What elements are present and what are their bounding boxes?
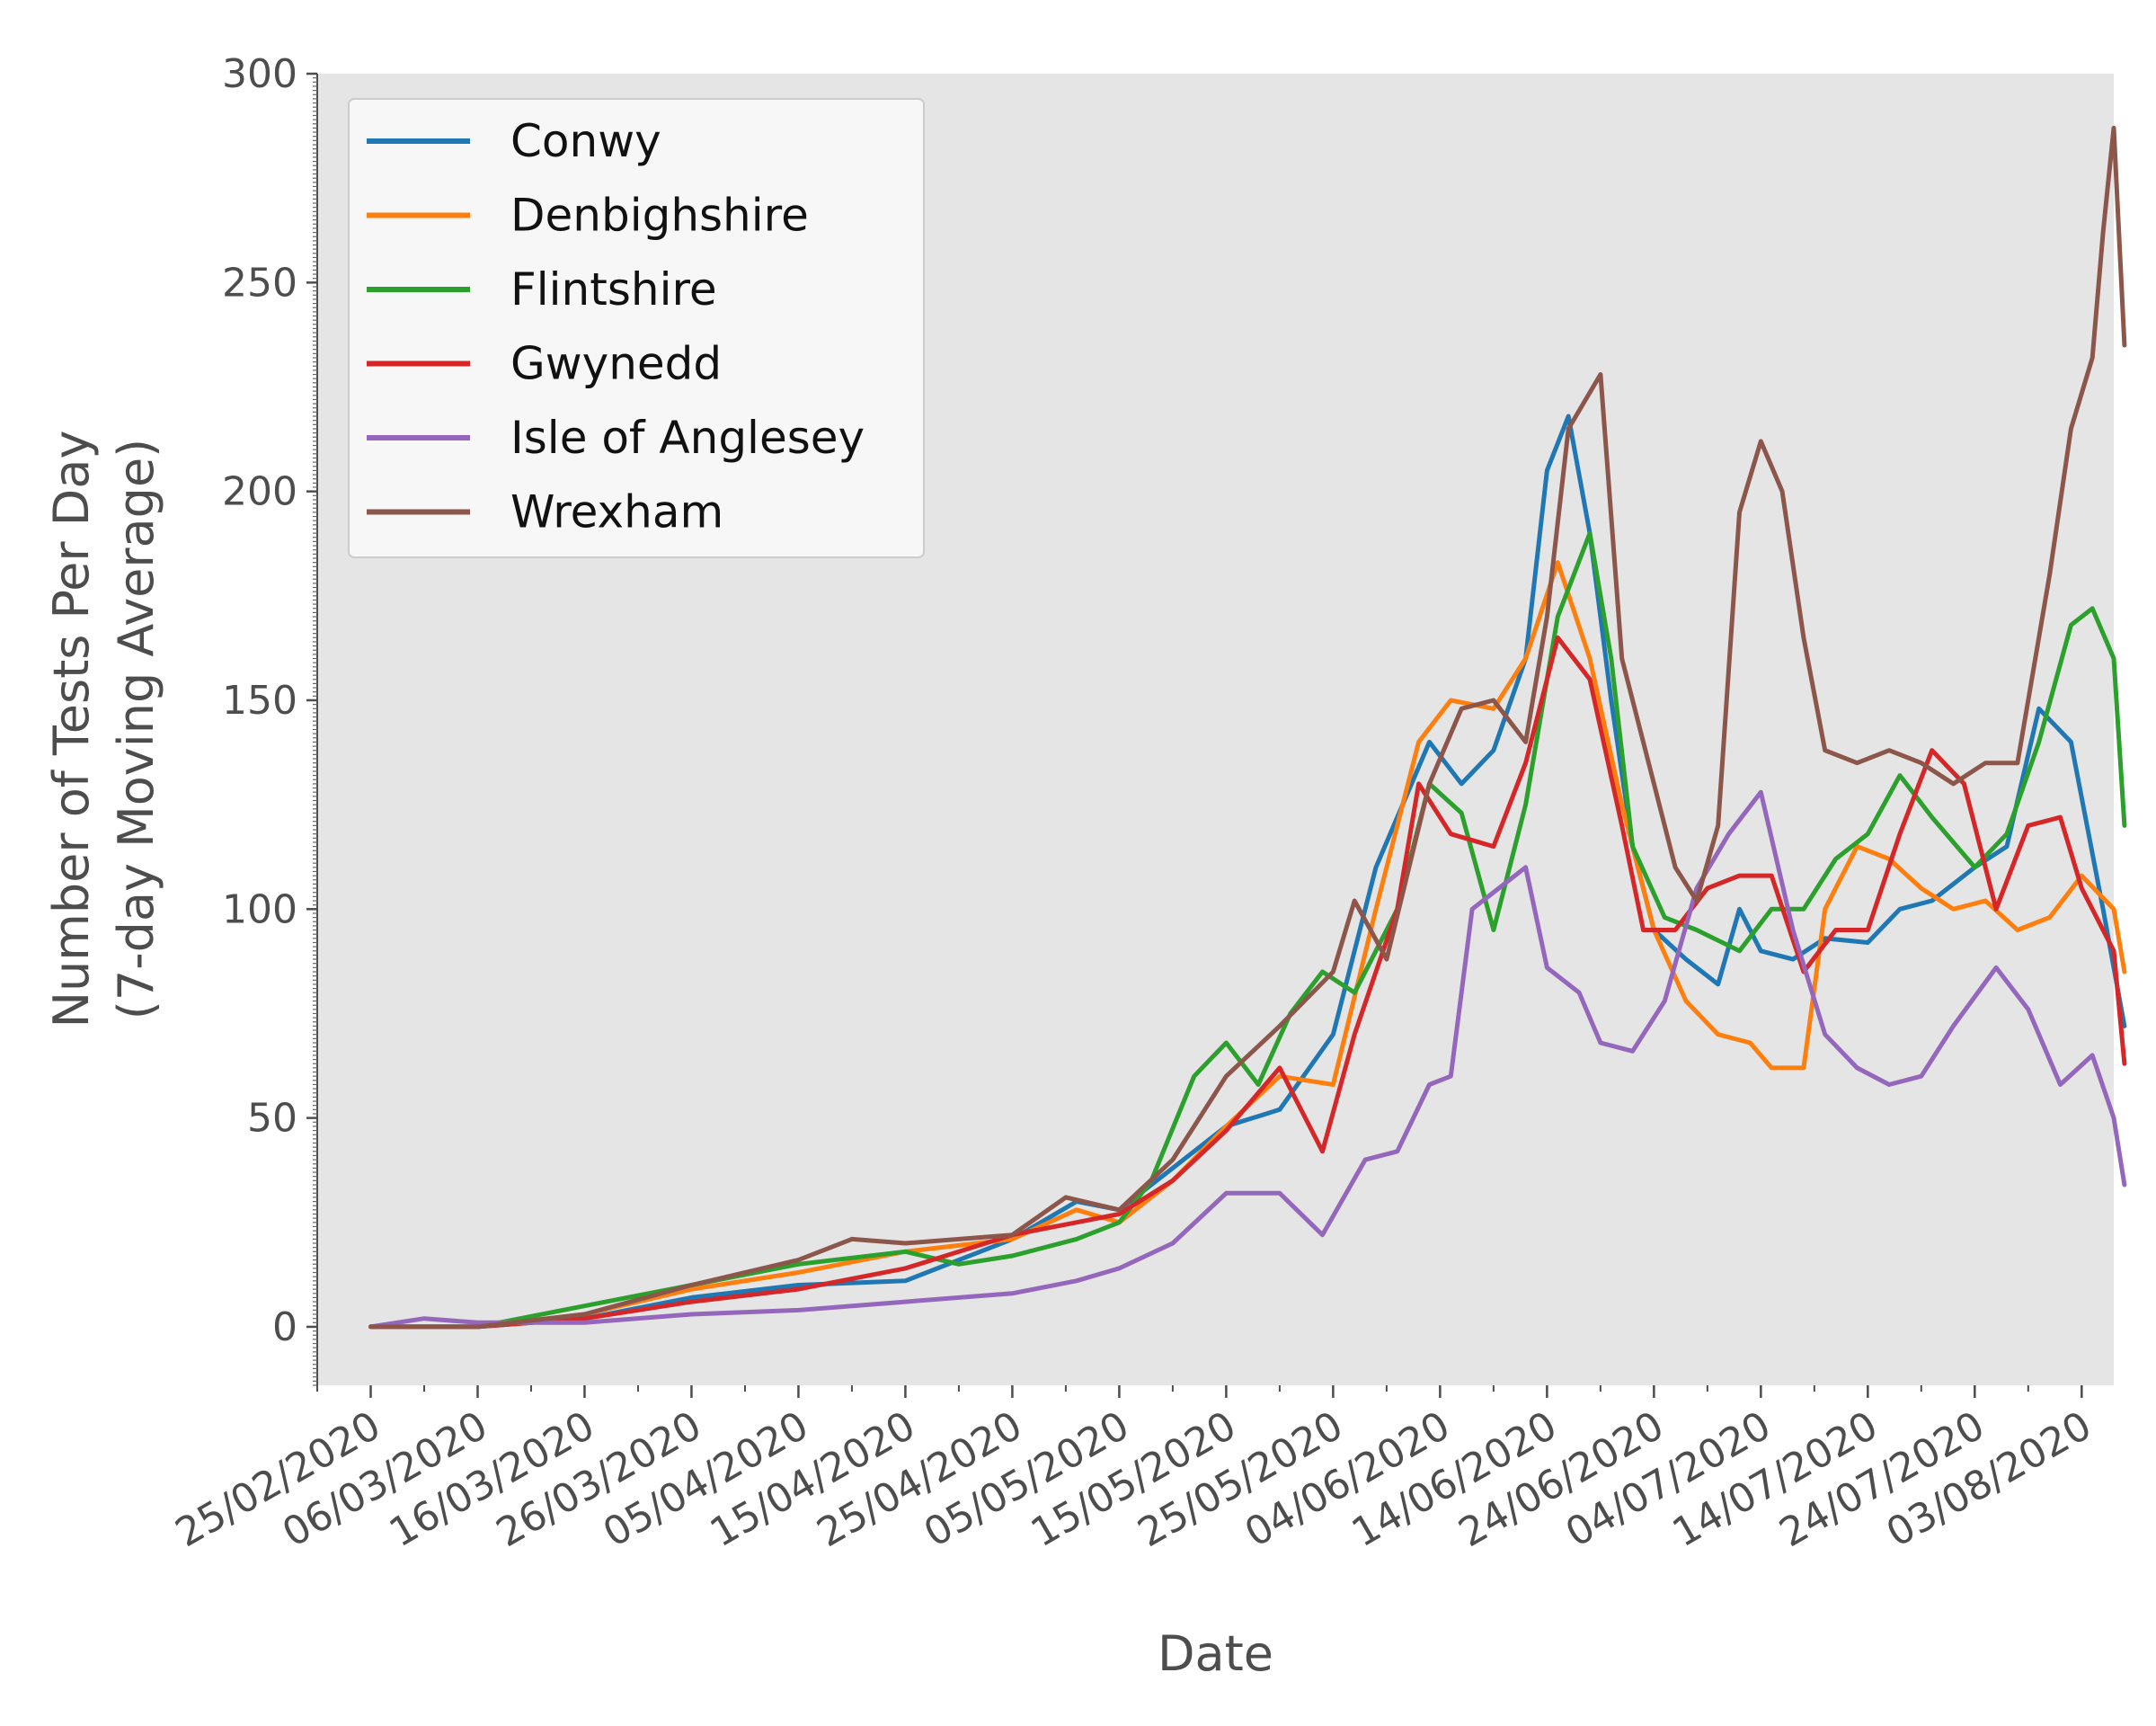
y-axis-title-line1: Number of Tests Per Day [43,431,100,1028]
y-tick-label: 50 [247,1096,297,1142]
series-line-0 [368,414,2127,1330]
series-line-2 [368,530,2127,1330]
legend-label-4: Isle of Anglesey [510,412,865,464]
legend-label-1: Denbighshire [510,190,809,242]
y-tick-label: 100 [222,886,297,932]
series-layer [368,125,2127,1330]
y-tick-label: 150 [222,678,297,724]
legend: Conwy Denbighshire Flintshire Gwynedd Isle o… [348,98,925,558]
y-tick-label: 300 [222,51,297,97]
y-tick-label: 250 [222,260,297,306]
y-tick-label: 0 [272,1304,297,1350]
series-line-4 [368,789,2127,1330]
y-axis-title-line2: (7-day Moving Average) [108,439,164,1019]
series-line-3 [368,635,2127,1330]
legend-label-3: Gwynedd [510,338,722,390]
y-tick-label: 200 [222,469,297,515]
legend-label-5: Wrexham [510,486,723,538]
legend-label-2: Flintshire [510,263,717,316]
series-line-5 [368,125,2127,1330]
legend-box [348,98,925,558]
legend-label-0: Conwy [510,115,661,167]
x-axis-title: Date [1158,1625,1273,1682]
